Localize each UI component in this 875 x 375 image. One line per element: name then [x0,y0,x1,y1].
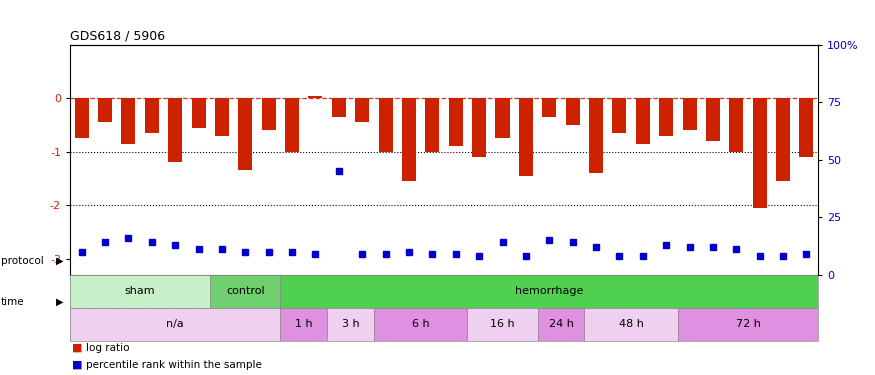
Bar [467,308,537,341]
Bar [495,98,509,138]
Text: control: control [226,286,264,296]
Text: ▶: ▶ [56,256,63,266]
Bar [70,308,280,341]
Bar [122,98,136,144]
Text: time: time [1,297,24,307]
Bar [682,98,696,130]
Bar [215,98,229,136]
Text: 3 h: 3 h [342,320,360,329]
Bar [636,98,650,144]
Text: 48 h: 48 h [619,320,643,329]
Bar [238,98,252,171]
Text: n/a: n/a [166,320,184,329]
Bar [537,308,584,341]
Text: GDS618 / 5906: GDS618 / 5906 [70,30,165,42]
Text: sham: sham [125,286,156,296]
Text: 24 h: 24 h [549,320,573,329]
Text: 72 h: 72 h [736,320,760,329]
Bar [355,98,369,122]
Bar [542,98,556,117]
Text: 16 h: 16 h [490,320,514,329]
Bar [210,274,280,308]
Bar [285,98,299,152]
Bar [145,98,159,133]
Text: protocol: protocol [1,256,44,266]
Bar [70,274,210,308]
Bar [776,98,790,181]
Bar [612,98,626,133]
Bar [280,308,327,341]
Bar [379,98,393,152]
Text: ■: ■ [72,360,82,369]
Text: hemorrhage: hemorrhage [515,286,584,296]
Bar [752,98,766,208]
Text: 6 h: 6 h [412,320,430,329]
Bar [449,98,463,147]
Bar [262,98,276,130]
Bar [402,98,416,181]
Bar [374,308,467,341]
Bar [678,308,818,341]
Text: percentile rank within the sample: percentile rank within the sample [86,360,262,369]
Bar [280,274,818,308]
Bar [98,98,112,122]
Text: ▶: ▶ [56,297,63,307]
Bar [473,98,487,157]
Bar [589,98,603,173]
Text: ■: ■ [72,343,82,353]
Bar [309,96,323,98]
Bar [584,308,678,341]
Bar [327,308,374,341]
Bar [729,98,744,152]
Bar [519,98,533,176]
Bar [425,98,439,152]
Bar [168,98,182,162]
Bar [332,98,346,117]
Bar [565,98,579,125]
Bar [192,98,206,128]
Bar [74,98,88,138]
Bar [706,98,720,141]
Text: log ratio: log ratio [86,343,130,353]
Bar [659,98,673,136]
Text: 1 h: 1 h [295,320,312,329]
Bar [800,98,814,157]
